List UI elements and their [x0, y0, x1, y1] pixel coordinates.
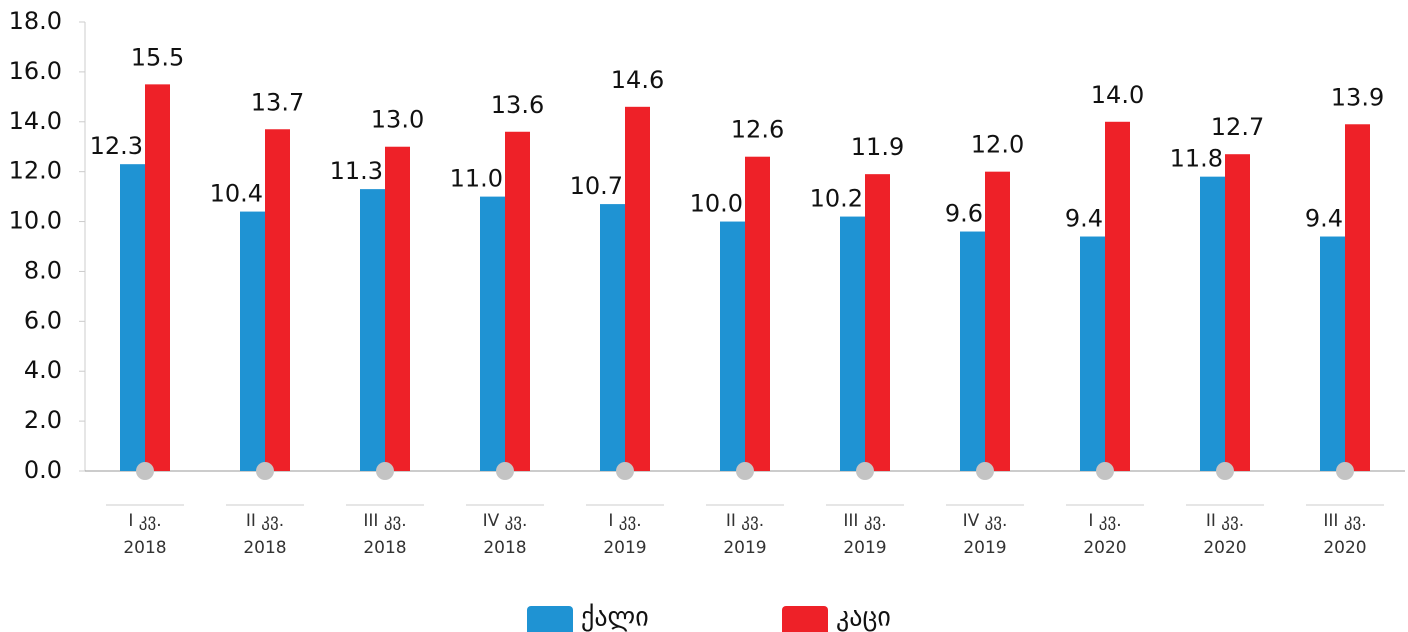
value-label: 13.6: [491, 91, 544, 119]
axis-dot: [496, 462, 514, 480]
axis-dot: [976, 462, 994, 480]
y-tick-label: 18.0: [9, 7, 62, 35]
legend-label: ქალი: [581, 603, 649, 632]
x-tick-label: II კვ. 2018: [243, 511, 287, 558]
axis-dot: [1216, 462, 1234, 480]
value-label: 13.7: [251, 88, 304, 116]
value-label: 11.9: [851, 133, 904, 161]
x-tick-label: III კვ. 2018: [363, 511, 407, 558]
y-tick-label: 6.0: [24, 306, 62, 334]
legend-label: კაცი: [836, 603, 891, 632]
legend-swatch: [782, 606, 828, 632]
bar: [1225, 154, 1250, 471]
x-tick-label: IV კვ. 2018: [482, 511, 528, 558]
bar: [625, 106, 650, 472]
axis-dot: [736, 462, 754, 480]
bar: [505, 131, 530, 471]
y-tick-label: 12.0: [9, 157, 62, 185]
bar: [145, 84, 170, 471]
value-label: 10.2: [810, 185, 863, 213]
value-label: 13.9: [1331, 83, 1384, 111]
value-label: 14.6: [611, 66, 664, 94]
value-label: 11.3: [330, 157, 383, 185]
value-label: 12.6: [731, 116, 784, 144]
value-label: 10.0: [690, 190, 743, 218]
value-label: 9.4: [1065, 205, 1103, 233]
bar: [1080, 236, 1105, 471]
axis-dot: [1336, 462, 1354, 480]
bar: [1105, 121, 1130, 472]
bar: [1345, 124, 1370, 472]
bar: [265, 129, 290, 471]
bar: [240, 211, 265, 472]
axis-dot: [616, 462, 634, 480]
value-label: 14.0: [1091, 81, 1144, 109]
y-tick-label: 8.0: [24, 256, 62, 284]
y-tick-label: 0.0: [24, 456, 62, 484]
bar: [120, 164, 145, 471]
x-tick-label: II კვ. 2020: [1203, 511, 1247, 558]
bar: [360, 189, 385, 471]
bar: [385, 146, 410, 471]
bar: [745, 156, 770, 471]
bar: [840, 216, 865, 471]
value-label: 12.3: [90, 132, 143, 160]
x-tick-label: I კვ. 2018: [123, 511, 167, 558]
x-tick-label: I კვ. 2020: [1083, 511, 1127, 558]
x-tick-label: III კვ. 2020: [1323, 511, 1367, 558]
x-tick-label: II კვ. 2019: [723, 511, 767, 558]
axis-dot: [136, 462, 154, 480]
bar: [865, 174, 890, 471]
bar: [985, 171, 1010, 471]
axis-dot: [1096, 462, 1114, 480]
bar: [720, 221, 745, 471]
axis-dot: [256, 462, 274, 480]
axis-dot: [376, 462, 394, 480]
y-tick-label: 16.0: [9, 57, 62, 85]
bar: [1320, 236, 1345, 471]
value-label: 12.0: [971, 131, 1024, 159]
bar: [1200, 176, 1225, 471]
x-tick-label: I კვ. 2019: [603, 511, 647, 558]
value-label: 11.8: [1170, 145, 1223, 173]
y-tick-label: 10.0: [9, 207, 62, 235]
value-label: 10.7: [570, 172, 623, 200]
y-tick-label: 2.0: [24, 406, 62, 434]
axis-dot: [856, 462, 874, 480]
value-label: 10.4: [210, 180, 263, 208]
x-tick-label: IV კვ. 2019: [962, 511, 1008, 558]
value-label: 9.4: [1305, 205, 1343, 233]
value-label: 11.0: [450, 165, 503, 193]
legend-swatch: [527, 606, 573, 632]
value-label: 15.5: [131, 43, 184, 71]
value-label: 12.7: [1211, 113, 1264, 141]
y-tick-label: 14.0: [9, 107, 62, 135]
bar: [600, 204, 625, 471]
x-tick-label: III კვ. 2019: [843, 511, 887, 558]
value-label: 13.0: [371, 106, 424, 134]
y-tick-label: 4.0: [24, 356, 62, 384]
bar: [480, 196, 505, 471]
bar: [960, 231, 985, 471]
value-label: 9.6: [945, 200, 983, 228]
